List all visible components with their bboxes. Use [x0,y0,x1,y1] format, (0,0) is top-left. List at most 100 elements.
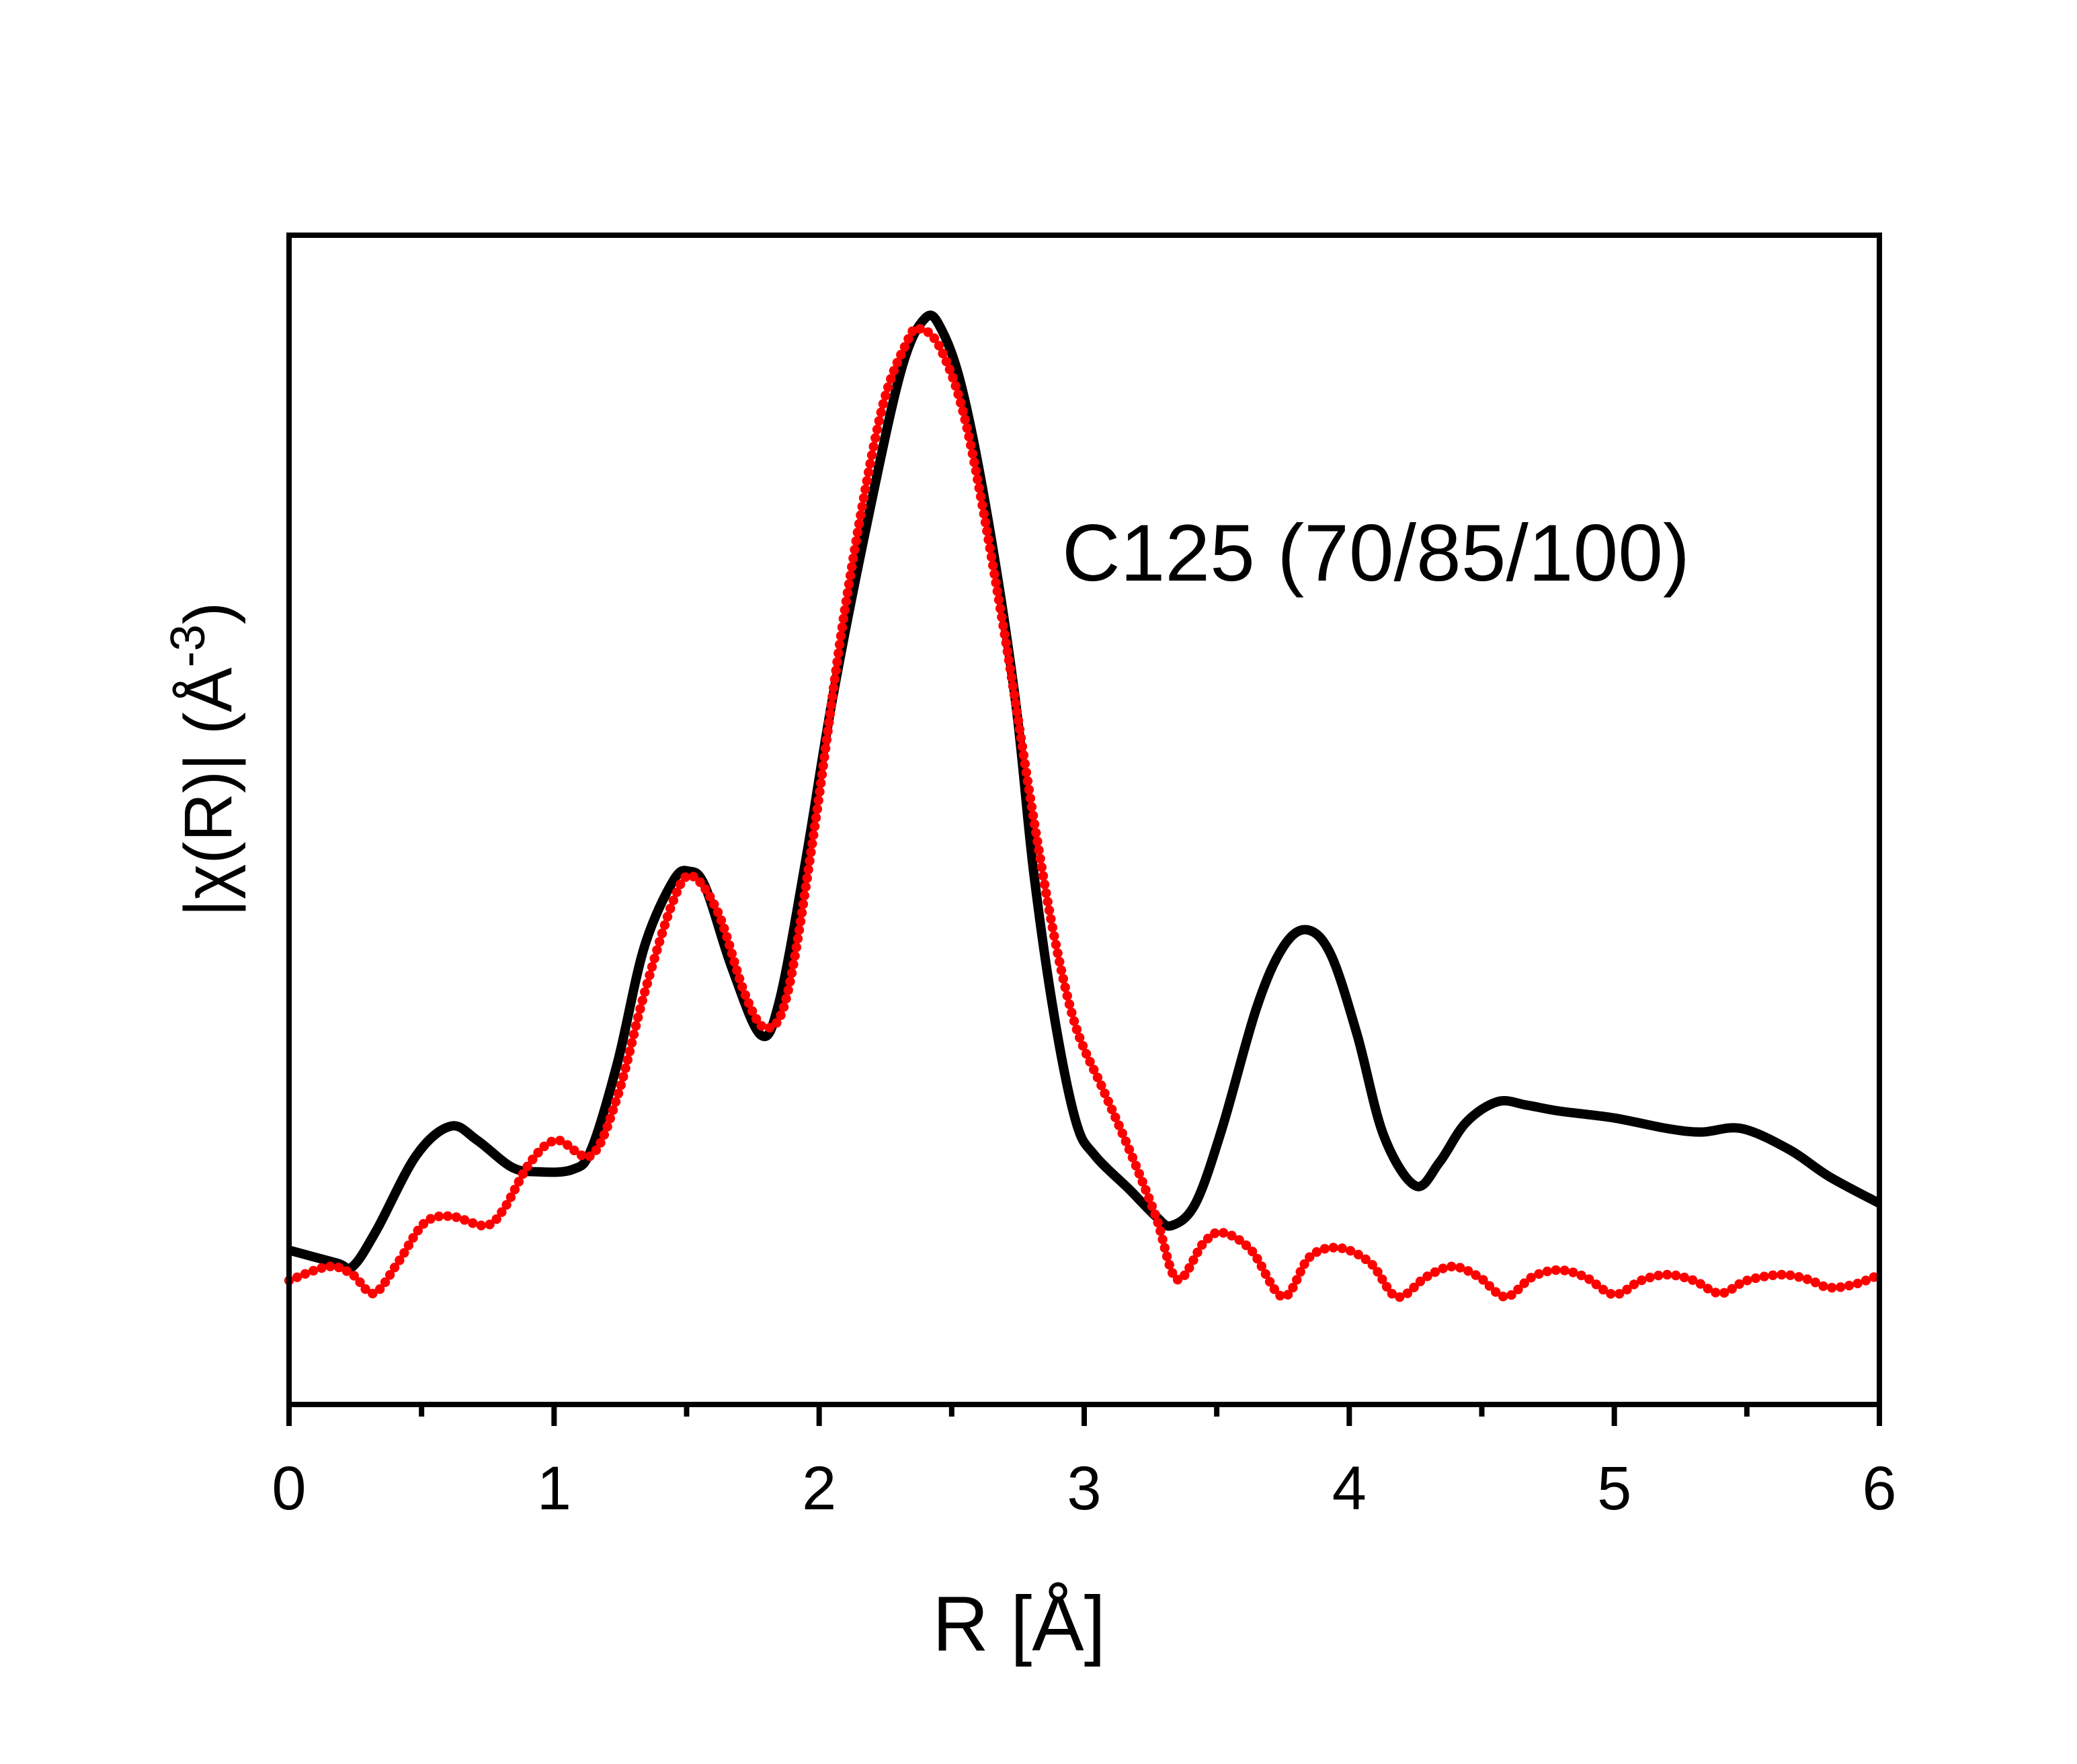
data-point [1491,1287,1501,1297]
x-axis-label: R [Å] [932,1580,1106,1667]
data-point [688,872,698,882]
data-point [989,569,1000,579]
data-point [1096,1080,1106,1091]
data-point [1637,1275,1647,1286]
data-point [747,1006,758,1016]
data-point [633,1012,643,1023]
data-point [1234,1234,1244,1245]
data-point [1591,1279,1601,1290]
data-point [576,1150,587,1161]
data-point [865,458,875,469]
data-point [605,1114,616,1124]
data-point [596,1138,606,1148]
data-point [1422,1271,1432,1282]
data-point [1542,1266,1553,1277]
data-point [1670,1270,1681,1281]
data-point [1058,974,1068,984]
data-point [1039,880,1050,890]
data-point [1463,1266,1473,1276]
data-point [729,957,739,967]
data-point [1134,1169,1144,1179]
data-point [966,440,976,450]
data-point [881,390,891,401]
data-point [705,892,715,902]
data-point [980,517,991,528]
data-point [1074,1032,1085,1043]
data-point [1438,1263,1448,1273]
data-point [539,1141,549,1152]
data-point [825,709,836,719]
data-point [1513,1284,1523,1294]
data-point [1768,1270,1778,1280]
x-axis-ticks: 0 1 2 3 4 5 6 [272,1404,1897,1523]
data-point [675,879,686,890]
data-point [1067,1007,1077,1018]
data-point [868,442,879,452]
data-point [985,543,995,554]
data-point [1043,896,1053,907]
data-point [1020,759,1030,769]
data-point [1014,724,1025,734]
data-point [1081,1048,1092,1059]
data-point [795,916,806,927]
data-point [1046,914,1056,924]
data-point [834,640,845,650]
data-point [1777,1269,1787,1280]
data-point [665,903,676,914]
data-point [903,334,913,344]
data-point [1002,646,1013,657]
data-point [308,1265,319,1276]
data-point [1614,1289,1625,1299]
data-point [649,954,659,964]
data-point [1159,1243,1170,1253]
data-point [827,691,838,702]
data-point [969,457,979,468]
data-point [740,990,751,1000]
data-point [1695,1279,1706,1289]
data-point [776,1010,786,1021]
data-point [602,1122,612,1132]
y-axis-label-close: ) [171,602,246,624]
data-point [821,734,832,745]
data-point [1197,1240,1207,1250]
data-point [1381,1282,1392,1292]
data-point [1227,1230,1237,1241]
data-point [613,1089,624,1099]
data-point [786,968,797,978]
data-point [842,587,853,598]
x-tick-label: 4 [1332,1454,1367,1523]
data-point [816,778,826,788]
data-point [569,1145,579,1156]
data-point [734,974,745,984]
data-point [1288,1282,1298,1293]
data-point [727,948,737,959]
data-point [1818,1281,1828,1292]
data-point [724,940,735,950]
data-point [700,884,710,894]
data-point [856,510,866,520]
data-point [1810,1277,1821,1288]
data-point [1353,1249,1364,1260]
data-point [975,491,986,502]
data-point [1053,948,1063,958]
data-point [836,631,846,641]
data-point [1252,1253,1262,1264]
data-point [459,1215,470,1225]
data-point [892,358,903,368]
x-tick-label: 1 [537,1454,571,1523]
data-point [1295,1267,1305,1277]
data-point [977,500,987,510]
data-point [1498,1292,1508,1302]
data-point [1167,1268,1178,1278]
data-point [848,553,858,563]
data-point [349,1271,360,1281]
data-point [518,1169,528,1179]
data-point [889,366,899,376]
data-point [1034,845,1044,855]
data-point [823,726,833,737]
data-point [876,407,886,417]
data-point [599,1130,610,1140]
data-point [1703,1284,1713,1294]
data-point [384,1269,395,1280]
data-point [546,1136,557,1147]
